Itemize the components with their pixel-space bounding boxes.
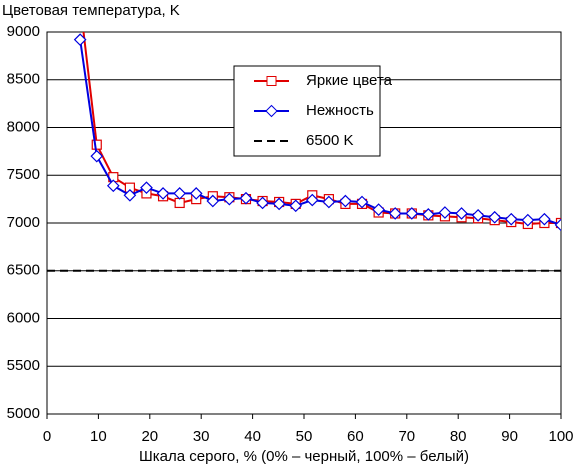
legend-marker xyxy=(266,76,277,86)
y-tick-label: 7500 xyxy=(7,166,40,183)
data-point xyxy=(206,194,220,208)
x-tick-label: 20 xyxy=(141,428,158,445)
x-tick-label: 90 xyxy=(501,428,518,445)
data-point xyxy=(123,188,137,202)
y-tick-label: 9000 xyxy=(7,23,40,40)
x-tick-label: 30 xyxy=(193,428,210,445)
y-tick-label: 8000 xyxy=(7,118,40,135)
data-point xyxy=(455,207,468,220)
data-point xyxy=(322,195,336,209)
data-point xyxy=(173,187,187,200)
y-tick-label: 6000 xyxy=(7,309,40,326)
data-point xyxy=(73,33,87,46)
data-point xyxy=(504,212,518,226)
data-point xyxy=(355,195,369,209)
data-point xyxy=(339,194,352,208)
data-point xyxy=(538,212,551,226)
data-point xyxy=(140,181,153,195)
data-point xyxy=(239,191,253,205)
legend-label: Яркие цвета xyxy=(306,72,393,89)
data-point xyxy=(521,213,535,227)
data-point xyxy=(305,193,319,207)
plot-area xyxy=(47,32,561,272)
x-tick-label: 40 xyxy=(244,428,261,445)
data-point xyxy=(421,208,435,221)
data-point xyxy=(372,203,385,216)
x-tick-label: 100 xyxy=(548,428,573,445)
data-point xyxy=(174,197,185,209)
x-tick-label: 60 xyxy=(347,428,364,445)
x-tick-label: 0 xyxy=(43,428,51,445)
y-tick-label: 6500 xyxy=(7,262,40,279)
x-tick-label: 70 xyxy=(398,428,415,445)
data-point xyxy=(405,207,419,220)
data-point xyxy=(471,209,485,222)
data-point xyxy=(488,210,502,224)
legend-label: Нежность xyxy=(306,102,374,119)
legend-label: 6500 K xyxy=(306,132,354,149)
data-point xyxy=(223,192,236,206)
y-tick-label: 7000 xyxy=(7,214,40,231)
data-point xyxy=(189,187,203,200)
data-point xyxy=(156,187,170,200)
data-point xyxy=(272,197,286,211)
data-point xyxy=(438,206,452,219)
x-axis-title: Шкала серого, % (0% – черный, 100% – бел… xyxy=(139,448,469,465)
data-point xyxy=(388,207,402,220)
y-tick-label: 8500 xyxy=(7,71,40,88)
x-tick-label: 10 xyxy=(90,428,107,445)
data-point xyxy=(106,179,120,193)
data-point xyxy=(289,199,303,213)
data-point xyxy=(90,149,104,163)
y-axis-title: Цветовая температура, K xyxy=(2,2,180,19)
data-point xyxy=(554,218,561,232)
x-tick-label: 50 xyxy=(296,428,313,445)
y-tick-label: 5500 xyxy=(7,357,40,374)
data-point xyxy=(256,196,269,210)
y-tick-label: 5000 xyxy=(7,405,40,422)
legend-marker xyxy=(265,104,278,118)
x-tick-label: 80 xyxy=(450,428,467,445)
data-point xyxy=(91,139,102,150)
